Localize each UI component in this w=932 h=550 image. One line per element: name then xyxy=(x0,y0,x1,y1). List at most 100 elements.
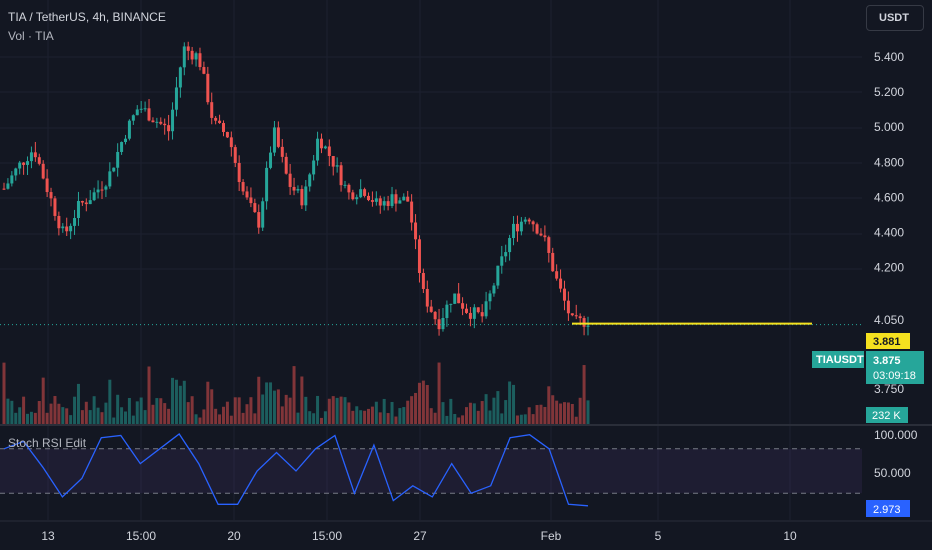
candle-body xyxy=(300,188,304,206)
volume-bar xyxy=(417,382,421,424)
candle-body xyxy=(562,288,566,301)
candle-body xyxy=(363,189,367,196)
candle-body xyxy=(6,183,10,189)
candle-body xyxy=(84,202,88,205)
volume-bar xyxy=(464,407,468,424)
stoch-rsi-label[interactable]: Stoch RSI Edit xyxy=(8,436,87,450)
candle-body xyxy=(53,198,57,216)
stoch-value-badge xyxy=(866,500,910,517)
candle-body xyxy=(65,226,69,232)
volume-bar xyxy=(323,411,327,424)
candle-body xyxy=(206,73,210,103)
volume-value: 232 K xyxy=(872,410,901,422)
volume-bar xyxy=(472,403,476,424)
volume-bar xyxy=(437,362,441,424)
candle-body xyxy=(41,163,45,179)
volume-bar xyxy=(49,403,53,424)
volume-bar xyxy=(88,410,92,424)
volume-bar xyxy=(559,403,563,424)
candle-body xyxy=(461,303,465,309)
volume-bar xyxy=(198,417,202,424)
candle-body xyxy=(2,188,6,190)
volume-bar xyxy=(316,395,320,424)
time-axis-tick: 10 xyxy=(783,529,797,543)
candle-body xyxy=(108,171,112,187)
candle-body xyxy=(61,226,65,229)
stoch-rsi-line xyxy=(3,433,589,507)
volume-bar xyxy=(378,412,382,424)
price-axis-tick: 4.800 xyxy=(874,155,904,169)
candle-body xyxy=(29,152,33,162)
candle-body xyxy=(304,186,308,206)
candle-body xyxy=(578,316,582,319)
candle-body xyxy=(394,194,398,204)
volume-bar xyxy=(480,401,484,424)
candle-body xyxy=(272,127,276,153)
candle-body xyxy=(445,304,449,318)
candle-body xyxy=(296,188,300,191)
volume-bar xyxy=(394,416,398,424)
volume-bar xyxy=(276,389,280,424)
candle-body xyxy=(441,317,445,330)
volume-bar xyxy=(512,384,516,424)
candle-body xyxy=(582,318,586,327)
volume-bar xyxy=(566,402,570,424)
candle-body xyxy=(73,218,77,226)
candle-body xyxy=(492,285,496,294)
candle-body xyxy=(237,162,241,183)
candle-body xyxy=(284,156,288,174)
candle-body xyxy=(531,221,535,225)
volume-bar xyxy=(245,404,249,424)
volume-bar xyxy=(167,408,171,424)
candle-body xyxy=(488,293,492,302)
candle-body xyxy=(472,307,476,319)
candle-body xyxy=(257,212,261,228)
volume-bar xyxy=(10,400,14,424)
currency-button[interactable]: USDT xyxy=(866,5,924,31)
volume-bar xyxy=(367,408,371,424)
candle-body xyxy=(464,308,468,313)
volume-bar xyxy=(445,415,449,424)
candle-body xyxy=(316,138,320,161)
candle-body xyxy=(214,117,218,121)
volume-bar xyxy=(159,398,163,424)
time-axis-tick: 15:00 xyxy=(126,529,156,543)
volume-bar xyxy=(555,400,559,424)
stoch-axis-tick: 100.000 xyxy=(874,428,918,442)
volume-bar xyxy=(178,385,182,424)
candle-body xyxy=(508,238,512,253)
candle-body xyxy=(218,120,222,124)
candle-body xyxy=(574,315,578,317)
volume-bar xyxy=(539,404,543,424)
time-axis-tick: 20 xyxy=(227,529,241,543)
volume-bar xyxy=(53,396,57,424)
volume-bar xyxy=(218,414,222,424)
candle-body xyxy=(14,168,18,176)
volume-bar xyxy=(61,407,65,424)
volume-bar xyxy=(492,397,496,424)
candle-body xyxy=(37,157,41,164)
candle-body xyxy=(186,46,190,51)
volume-bar xyxy=(496,391,500,424)
volume-bar xyxy=(225,401,229,424)
symbol-label-badge xyxy=(812,351,864,368)
candle-body xyxy=(127,120,131,139)
candle-body xyxy=(339,165,343,186)
candle-body xyxy=(429,306,433,312)
volume-bar xyxy=(33,412,37,424)
candle-body xyxy=(198,53,202,68)
candle-body xyxy=(292,186,296,191)
price-axis-tick: 4.400 xyxy=(874,226,904,240)
volume-bar xyxy=(570,403,574,424)
candle-body xyxy=(323,146,327,149)
volume-bar xyxy=(288,397,292,424)
volume-bar xyxy=(80,410,84,424)
candle-body xyxy=(69,225,73,232)
candle-body xyxy=(359,189,363,198)
countdown-value: 03:09:18 xyxy=(873,370,916,382)
candle-body xyxy=(221,123,225,132)
candle-body xyxy=(543,235,547,238)
candle-body xyxy=(249,197,253,204)
volume-bar xyxy=(143,410,147,424)
